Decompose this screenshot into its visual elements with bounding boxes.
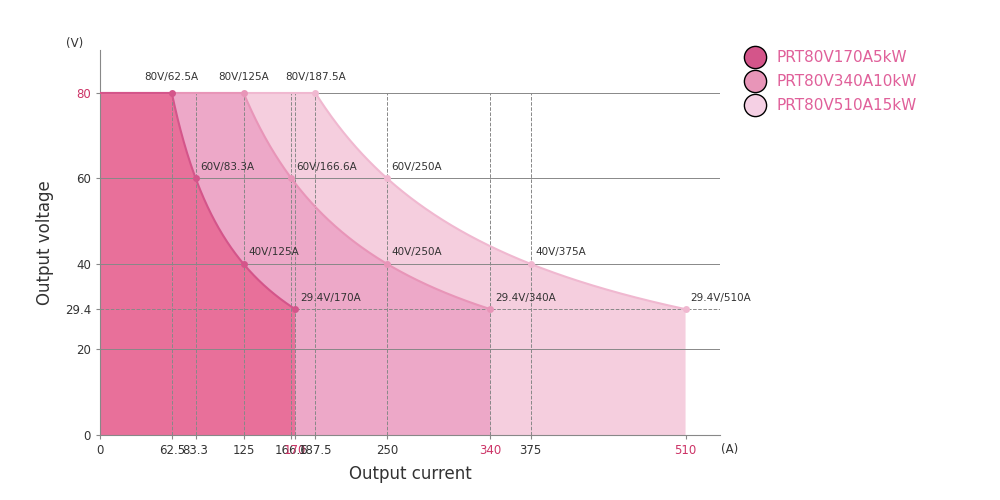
Text: 80V/187.5A: 80V/187.5A <box>285 72 346 82</box>
X-axis label: Output current: Output current <box>349 466 471 483</box>
Text: 60V/250A: 60V/250A <box>392 162 442 172</box>
Text: 40V/375A: 40V/375A <box>535 248 586 258</box>
Text: (V): (V) <box>66 37 83 50</box>
Y-axis label: Output voltage: Output voltage <box>36 180 54 305</box>
Polygon shape <box>100 93 686 435</box>
Text: 40V/250A: 40V/250A <box>392 248 442 258</box>
Text: 40V/125A: 40V/125A <box>248 248 299 258</box>
Text: 29.4V/510A: 29.4V/510A <box>690 293 751 303</box>
Polygon shape <box>100 93 490 435</box>
Polygon shape <box>100 93 295 435</box>
Legend: PRT80V170A5kW, PRT80V340A10kW, PRT80V510A15kW: PRT80V170A5kW, PRT80V340A10kW, PRT80V510… <box>740 50 917 114</box>
Text: 60V/83.3A: 60V/83.3A <box>200 162 254 172</box>
Text: 29.4V/340A: 29.4V/340A <box>495 293 556 303</box>
Text: 80V/62.5A: 80V/62.5A <box>145 72 199 82</box>
Text: (A): (A) <box>721 442 738 456</box>
Text: 80V/125A: 80V/125A <box>218 72 269 82</box>
Text: 60V/166.6A: 60V/166.6A <box>296 162 357 172</box>
Text: 29.4V/170A: 29.4V/170A <box>300 293 361 303</box>
